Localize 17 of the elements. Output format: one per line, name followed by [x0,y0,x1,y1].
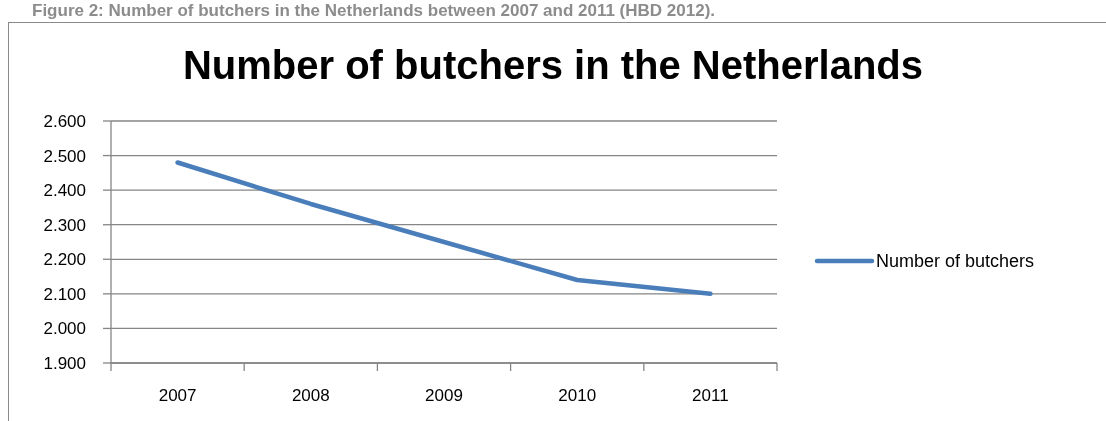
y-tick-label: 2.400 [43,181,86,201]
line-series [175,160,713,297]
y-tick-label: 1.900 [43,353,86,373]
caption: Figure 2: Number of butchers in the Netherlands between 2007 and 2011 (HBD 2012). [32,1,716,20]
x-tick-label: 2010 [558,386,597,405]
y-tick-label: 2.100 [43,284,86,304]
legend-label: Number of butchers [876,251,1035,272]
y-tick-label: 2.200 [43,250,86,270]
y-tick-label: 2.300 [43,215,86,235]
x-tick-label: 2008 [291,386,330,405]
chart-title: Number of butchers in the Netherlands [182,43,924,87]
y-tick-label: 2.000 [43,319,86,339]
y-tick-label: 2.600 [43,111,86,131]
x-tick-label: 2009 [425,386,463,405]
x-tick-label: 2007 [158,386,197,405]
y-tick-label: 2.500 [43,146,86,166]
x-tick-label: 2011 [692,386,729,405]
